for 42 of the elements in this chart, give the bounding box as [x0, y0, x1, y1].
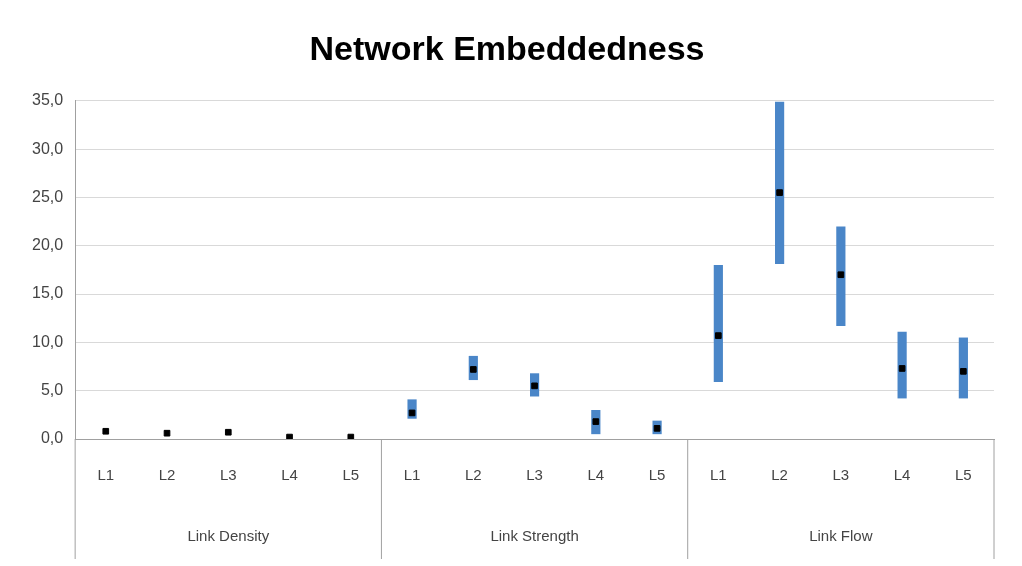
point [102, 427, 110, 435]
point [960, 368, 967, 375]
point [347, 433, 355, 439]
x-tick-label: L5 [342, 466, 360, 484]
x-tick-label: L5 [648, 466, 666, 484]
text: Link Strength [490, 527, 579, 545]
y-tick-label: 30,0 [32, 139, 64, 157]
x-tick-label: L4 [281, 466, 298, 484]
x-tick-label: L1 [97, 466, 115, 484]
x-tick-label: L2 [158, 466, 176, 484]
x-tick-label: L4 [893, 466, 911, 484]
bar [897, 331, 907, 399]
y-tick-label: 25,0 [32, 187, 64, 205]
x-tick-label: L3 [526, 466, 543, 484]
x-tick-label: L4 [587, 466, 605, 484]
point [224, 428, 232, 436]
point [898, 365, 906, 372]
x-tick-label: L2 [464, 466, 482, 484]
x-tick-label: L1 [710, 466, 727, 484]
point [286, 433, 293, 439]
point [837, 271, 845, 279]
text: Link Flow [809, 527, 873, 545]
y-tick-label: 20,0 [32, 236, 64, 254]
bar [713, 265, 723, 382]
chart-title: Network Embeddedness [309, 28, 705, 67]
point [715, 332, 722, 339]
bar [836, 226, 846, 326]
x-tick-label: L5 [955, 466, 972, 484]
x-tick-label: L1 [403, 466, 421, 484]
bar [958, 337, 968, 399]
point [163, 429, 171, 437]
y-tick-label: 10,0 [32, 332, 64, 350]
text: Link Density [187, 527, 270, 545]
y-tick-label: 35,0 [32, 91, 64, 109]
x-tick-label: L3 [219, 466, 237, 484]
y-tick-label: 15,0 [32, 284, 64, 302]
x-tick-label: L3 [832, 466, 850, 484]
y-tick-label: 5,0 [40, 381, 64, 399]
y-tick-label: 0,0 [40, 429, 64, 447]
point [776, 189, 783, 196]
bar [775, 101, 785, 265]
x-tick-label: L2 [771, 466, 788, 484]
